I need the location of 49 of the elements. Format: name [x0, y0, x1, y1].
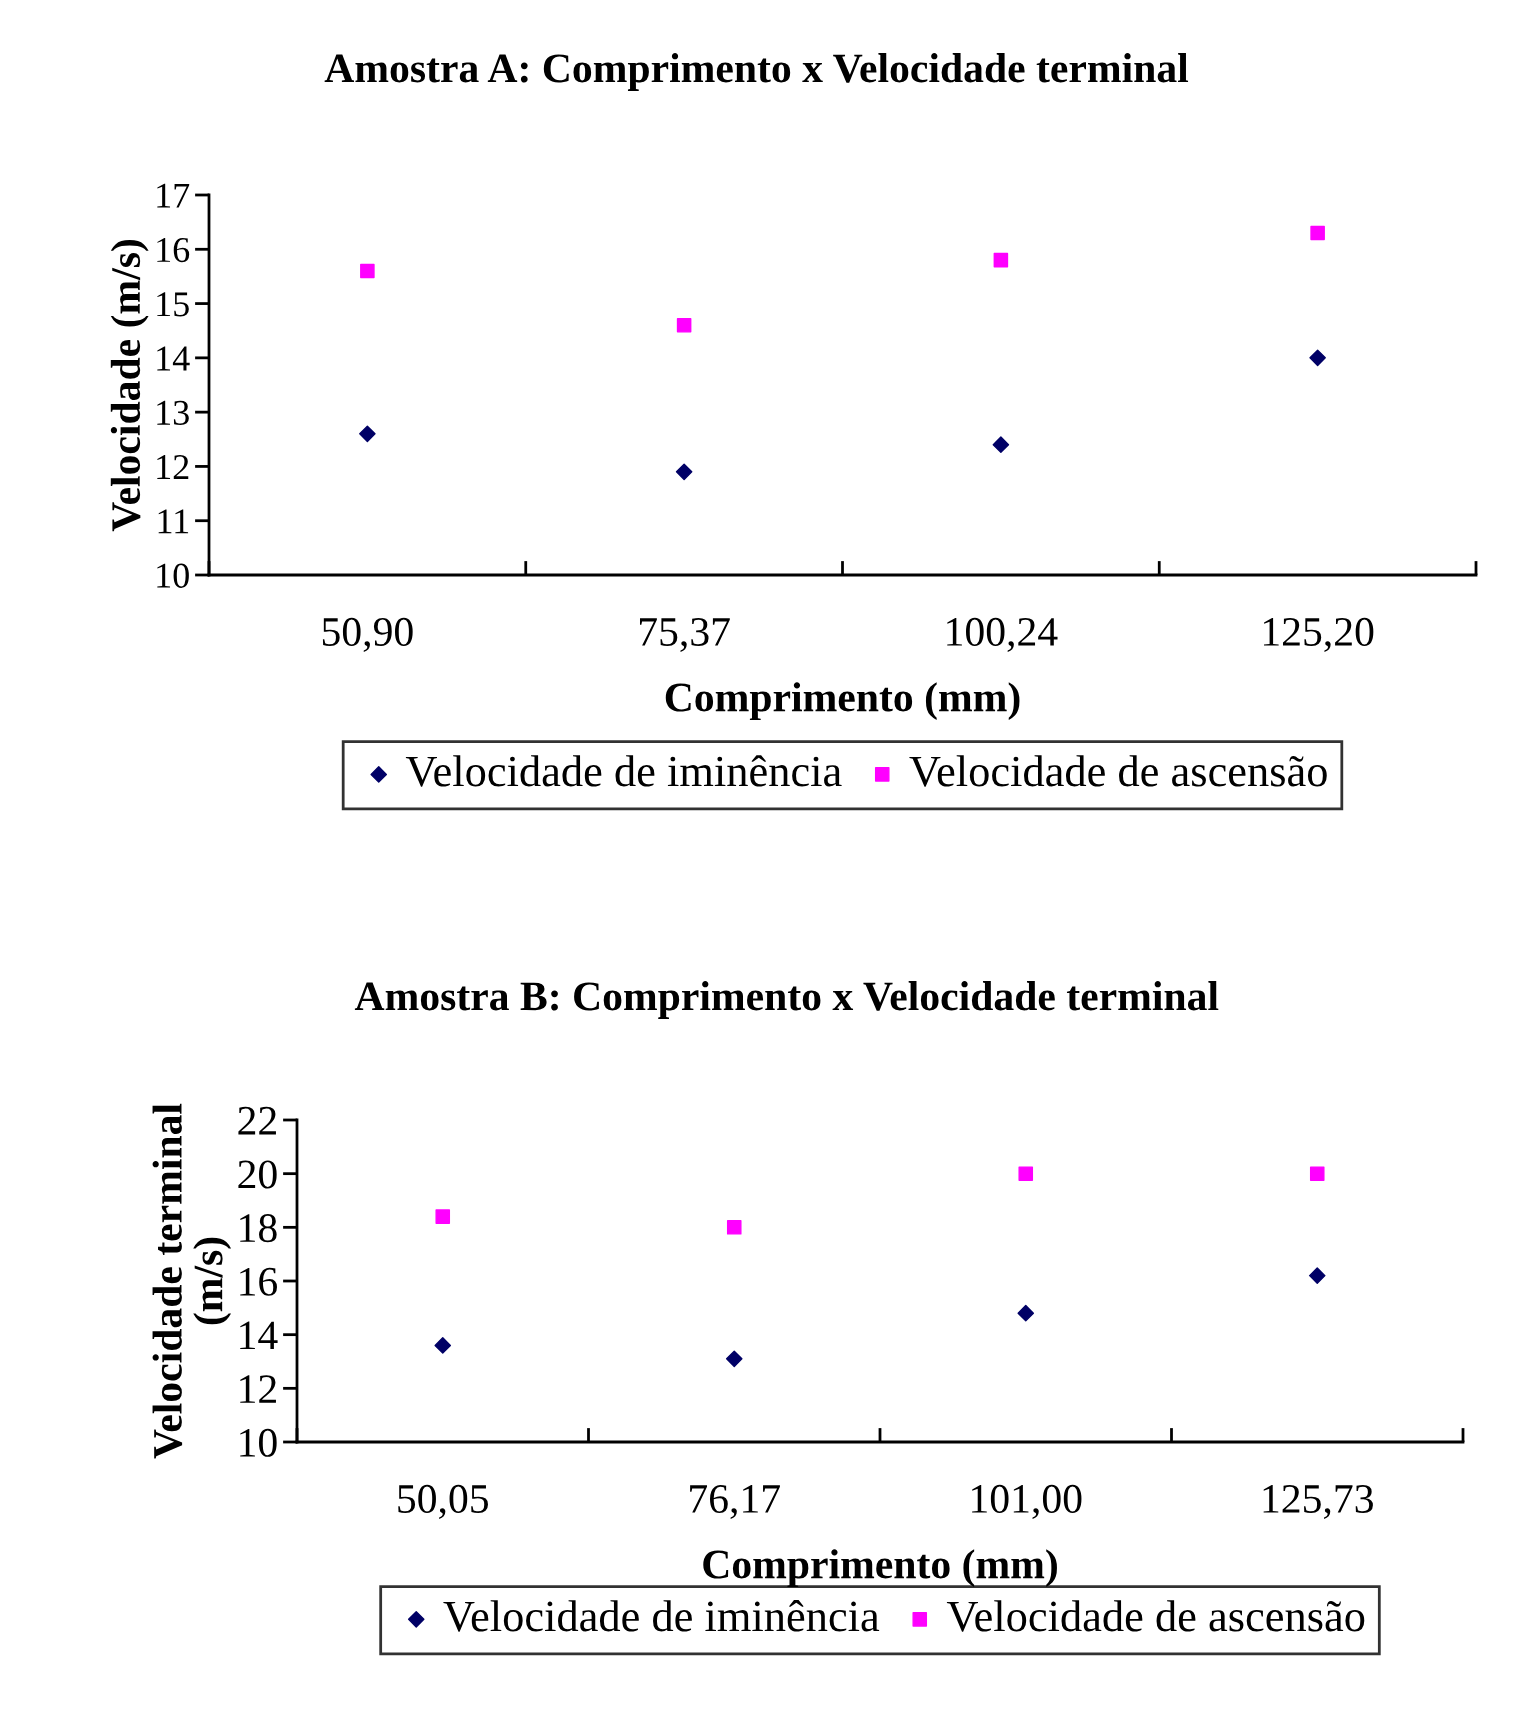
point	[359, 425, 376, 443]
y-tick-label: 17	[157, 183, 190, 208]
point	[725, 1350, 743, 1368]
x-tick-label: 76,17	[690, 1484, 780, 1519]
y-tick-label: 10	[157, 563, 189, 588]
point	[676, 318, 692, 333]
x-tick-label: 101,00	[972, 1484, 1082, 1519]
legend-label: Velocidade de ascensão	[946, 1600, 1365, 1632]
x-tick-label: 50,05	[398, 1484, 488, 1519]
point	[1018, 1166, 1034, 1181]
x-tick-label: 75,37	[640, 617, 730, 652]
point	[993, 252, 1009, 268]
x-axis-title: Comprimento (mm)	[703, 1549, 1057, 1588]
point	[1308, 1267, 1326, 1284]
x-axis-title: Comprimento (mm)	[665, 682, 1020, 721]
y-tick-label: 15	[157, 292, 189, 317]
y-tick-label: 14	[240, 1321, 278, 1350]
legend-label: Velocidade de ascensão	[909, 755, 1327, 787]
y-tick-label: 11	[158, 509, 189, 534]
y-tick-label: 14	[157, 346, 190, 371]
point	[1309, 1166, 1325, 1181]
x-tick-label: 125,73	[1263, 1484, 1373, 1519]
point	[360, 263, 375, 279]
legend-label: Velocidade de iminência	[405, 755, 842, 787]
y-tick-label: 13	[157, 400, 189, 426]
point	[992, 436, 1010, 454]
point	[434, 1337, 452, 1354]
y-tick-label: 18	[240, 1214, 277, 1243]
y-tick-label: 16	[240, 1267, 278, 1296]
x-tick-label: 50,90	[322, 617, 413, 652]
y-tick-label: 12	[240, 1375, 276, 1403]
y-tick-label: 10	[240, 1428, 277, 1457]
y-tick-label: 12	[157, 455, 189, 479]
point	[1309, 349, 1326, 367]
point	[435, 1209, 451, 1224]
chart-title: Amostra A: Comprimento x Velocidade terminal	[324, 53, 1189, 91]
x-tick-label: 125,20	[1264, 617, 1374, 652]
chart-title: Amostra B: Comprimento x Velocidade terminal	[354, 981, 1219, 1019]
y-tick-label: 20	[238, 1160, 277, 1189]
y-tick-label: 22	[238, 1106, 276, 1135]
y-tick-label: 16	[157, 237, 190, 263]
y-axis-title: Velocidade terminal (m/s)	[152, 1103, 232, 1459]
point	[1310, 225, 1325, 241]
x-tick-label: 100,24	[947, 617, 1058, 652]
point	[726, 1220, 742, 1235]
legend-label: Velocidade de iminência	[443, 1600, 880, 1632]
y-axis-title: Velocidade (m/s)	[110, 240, 149, 532]
point	[1017, 1304, 1035, 1322]
point	[675, 463, 693, 481]
